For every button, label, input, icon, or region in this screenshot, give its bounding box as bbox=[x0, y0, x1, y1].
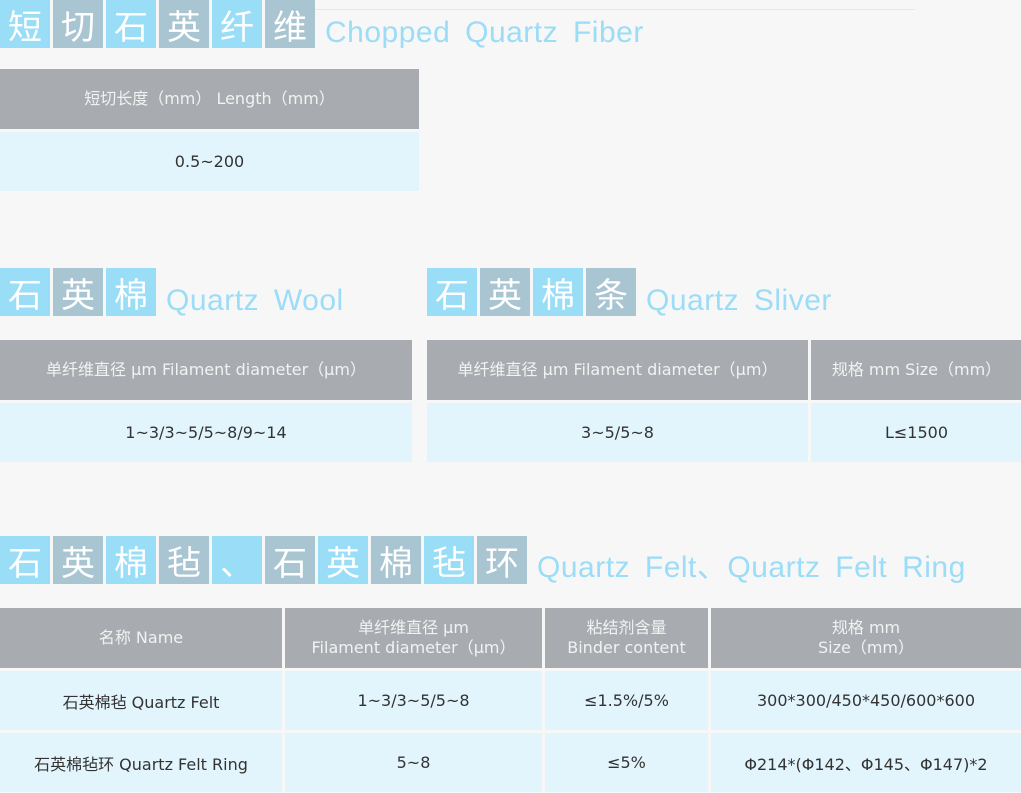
sliver-table: 单纤维直径 μm Filament diameter（μm） 规格 mm Siz… bbox=[427, 340, 1021, 462]
section-title-wool: 石 英 棉 Quartz Wool bbox=[0, 268, 344, 317]
title-tile: 毡 bbox=[159, 536, 209, 584]
table-header: 规格 mm Size（mm） bbox=[711, 608, 1021, 668]
title-tiles: 石 英 棉 条 bbox=[427, 268, 636, 316]
table-header: 规格 mm Size（mm） bbox=[811, 340, 1021, 400]
title-tile: 石 bbox=[427, 268, 477, 316]
title-tile: 棉 bbox=[371, 536, 421, 584]
title-tile: 棉 bbox=[106, 268, 156, 316]
section-title-chopped: 短 切 石 英 纤 维 Chopped Quartz Fiber bbox=[0, 0, 644, 49]
wool-table: 单纤维直径 μm Filament diameter（μm） 1~3/3~5/5… bbox=[0, 340, 412, 462]
table-header: 名称 Name bbox=[0, 608, 282, 668]
title-tile: 棉 bbox=[533, 268, 583, 316]
table-header: 单纤维直径 μm Filament diameter（μm） bbox=[0, 340, 412, 400]
header-text: Size（mm） bbox=[817, 638, 915, 657]
title-tiles: 石 英 棉 毡 、 石 英 棉 毡 环 bbox=[0, 536, 527, 584]
table-cell: 0.5~200 bbox=[0, 132, 419, 191]
title-tile: 英 bbox=[53, 536, 103, 584]
table-header: 单纤维直径 μm Filament diameter（μm） bbox=[427, 340, 808, 400]
table-cell: Φ214*(Φ142、Φ145、Φ147)*2 bbox=[711, 733, 1021, 792]
title-tile: 英 bbox=[159, 0, 209, 48]
title-english: Chopped Quartz Fiber bbox=[325, 16, 644, 49]
table-cell: 石英棉毡环 Quartz Felt Ring bbox=[0, 733, 282, 792]
section-title-felt: 石 英 棉 毡 、 石 英 棉 毡 环 Quartz Felt、Quartz F… bbox=[0, 536, 966, 584]
table-cell: L≤1500 bbox=[811, 403, 1021, 462]
title-tiles: 短 切 石 英 纤 维 bbox=[0, 0, 315, 48]
title-english: Quartz Wool bbox=[166, 284, 344, 317]
table-header: 单纤维直径 μm Filament diameter（μm） bbox=[285, 608, 542, 668]
header-text: 规格 mm bbox=[831, 618, 901, 637]
table-header: 粘结剂含量 Binder content bbox=[545, 608, 708, 668]
header-text: Filament diameter（μm） bbox=[311, 638, 516, 657]
title-tile: 纤 bbox=[212, 0, 262, 48]
table-cell: ≤5% bbox=[545, 733, 708, 792]
table-header: 短切长度（mm） Length（mm） bbox=[0, 69, 419, 129]
table-cell: 石英棉毡 Quartz Felt bbox=[0, 671, 282, 730]
title-tile: 石 bbox=[265, 536, 315, 584]
title-tile: 条 bbox=[586, 268, 636, 316]
title-tile: 切 bbox=[53, 0, 103, 48]
title-english: Quartz Sliver bbox=[646, 284, 832, 317]
title-tile: 短 bbox=[0, 0, 50, 48]
header-text: Binder content bbox=[567, 638, 686, 657]
title-tile: 维 bbox=[265, 0, 315, 48]
header-text: 单纤维直径 μm bbox=[358, 618, 469, 637]
title-tile: 、 bbox=[212, 536, 262, 584]
table-cell: 1~3/3~5/5~8 bbox=[285, 671, 542, 730]
felt-table: 名称 Name 单纤维直径 μm Filament diameter（μm） 粘结… bbox=[0, 608, 1021, 792]
table-cell: 5~8 bbox=[285, 733, 542, 792]
title-tile: 英 bbox=[318, 536, 368, 584]
table-cell: ≤1.5%/5% bbox=[545, 671, 708, 730]
title-tile: 棉 bbox=[106, 536, 156, 584]
table-cell: 1~3/3~5/5~8/9~14 bbox=[0, 403, 412, 462]
chopped-table: 短切长度（mm） Length（mm） 0.5~200 bbox=[0, 69, 419, 191]
title-tile: 毡 bbox=[424, 536, 474, 584]
table-cell: 3~5/5~8 bbox=[427, 403, 808, 462]
title-tile: 石 bbox=[0, 536, 50, 584]
title-tiles: 石 英 棉 bbox=[0, 268, 156, 316]
title-tile: 英 bbox=[480, 268, 530, 316]
divider-line bbox=[315, 9, 915, 10]
section-title-sliver: 石 英 棉 条 Quartz Sliver bbox=[427, 268, 832, 317]
header-text: 名称 Name bbox=[98, 628, 184, 647]
table-cell: 300*300/450*450/600*600 bbox=[711, 671, 1021, 730]
title-tile: 环 bbox=[477, 536, 527, 584]
title-tile: 石 bbox=[0, 268, 50, 316]
header-text: 粘结剂含量 bbox=[586, 618, 667, 637]
title-english: Quartz Felt、Quartz Felt Ring bbox=[537, 551, 966, 584]
title-tile: 英 bbox=[53, 268, 103, 316]
title-tile: 石 bbox=[106, 0, 156, 48]
